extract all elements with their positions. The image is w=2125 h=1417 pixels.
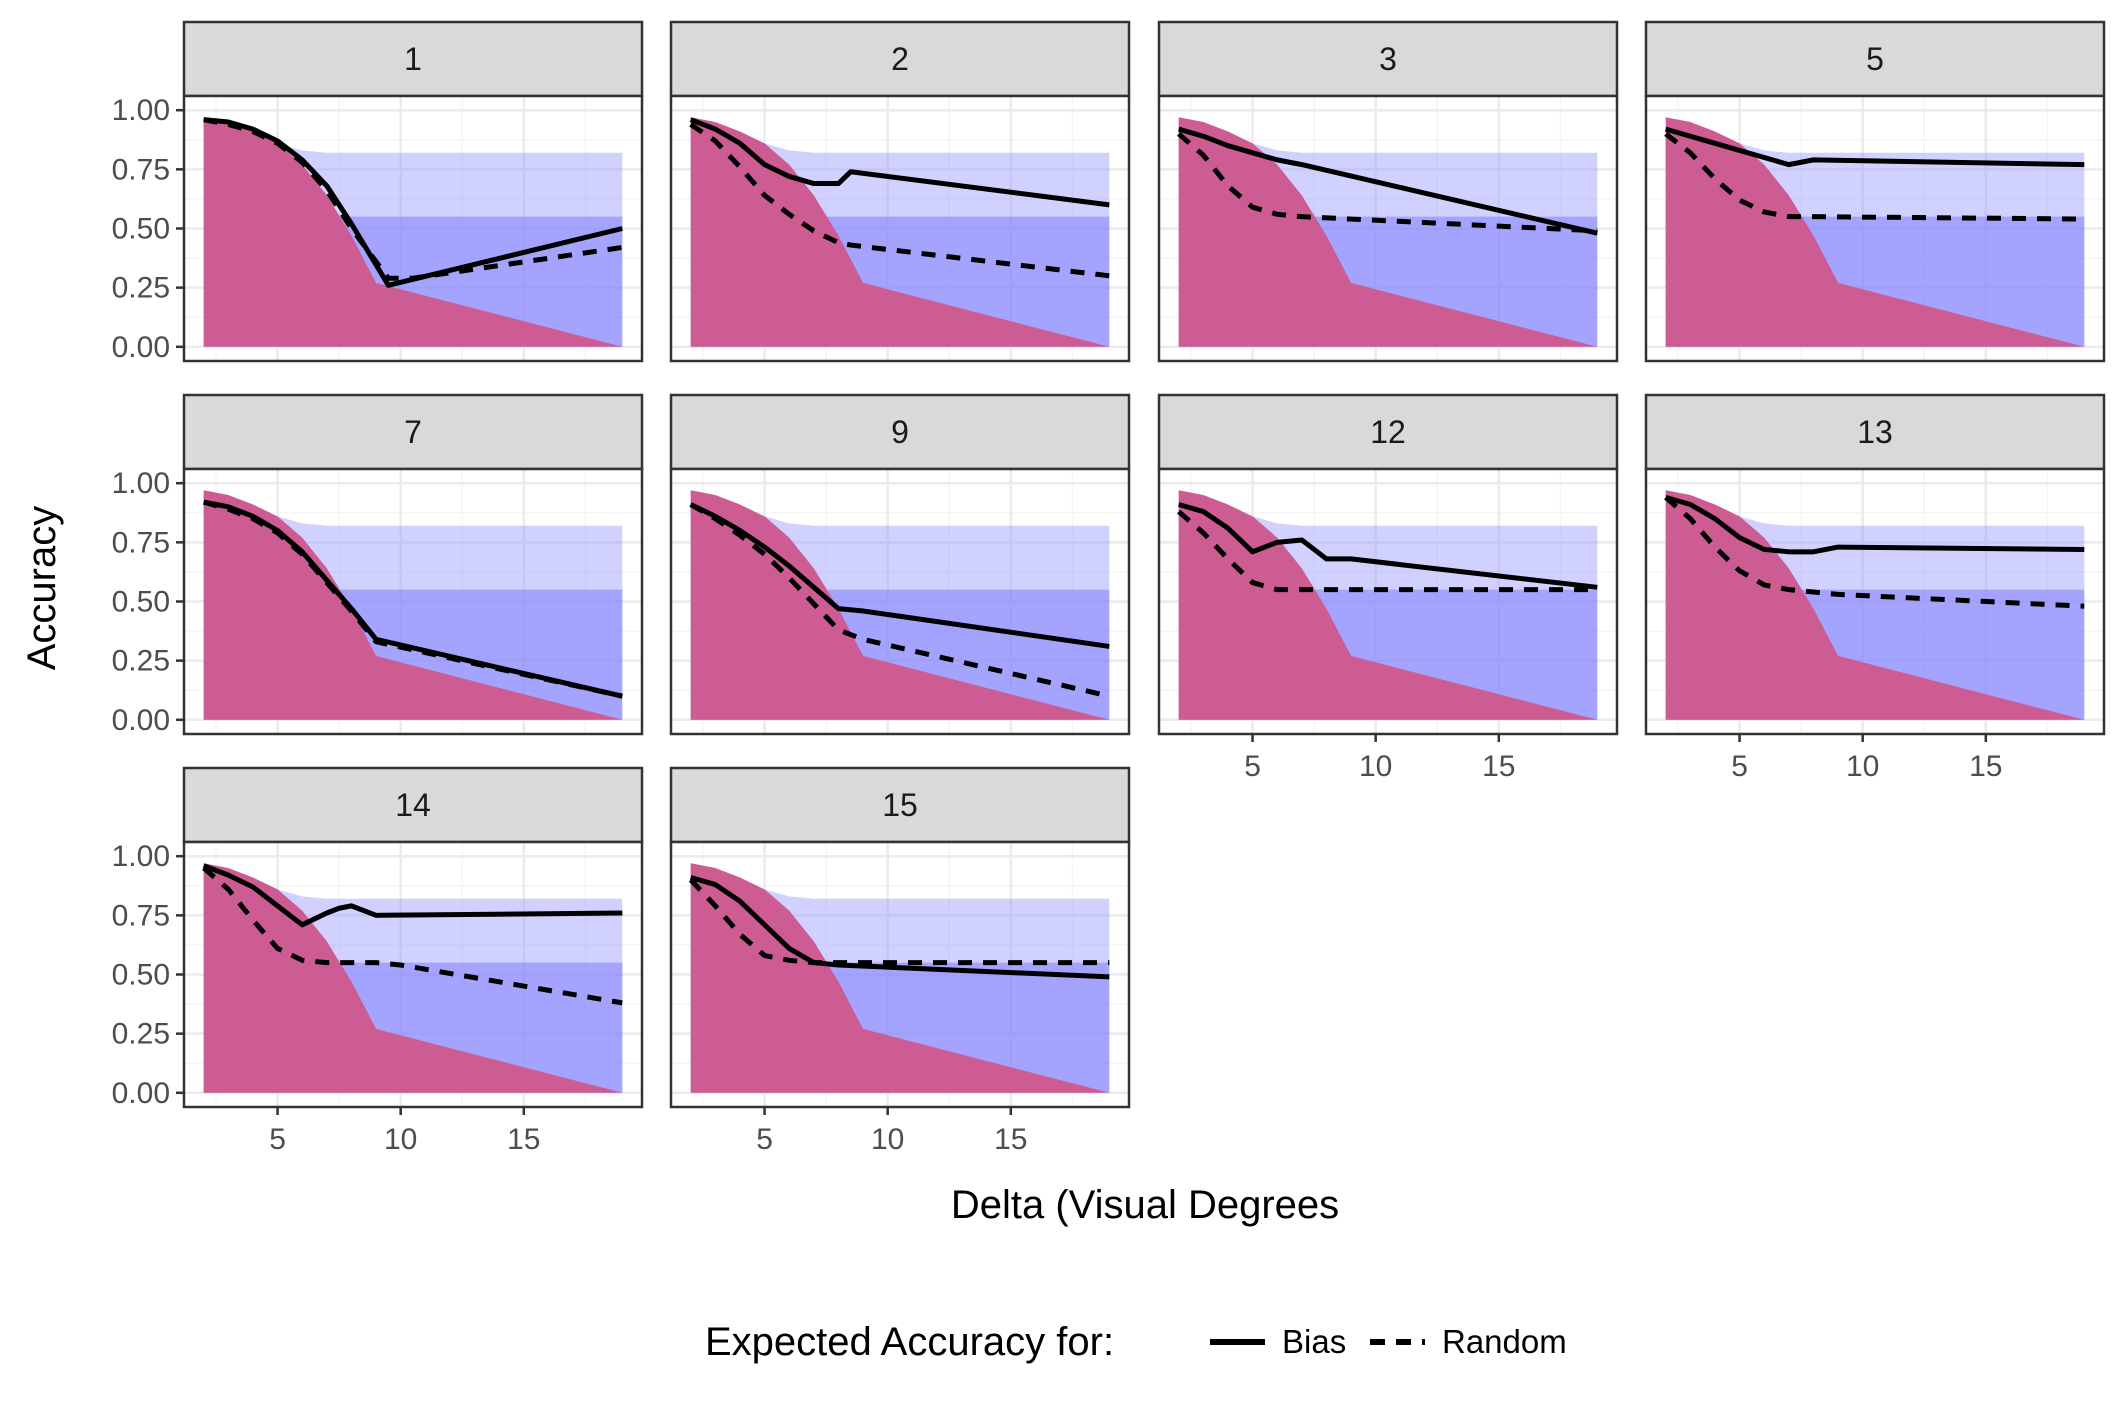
series-line-bias — [1665, 126, 2085, 168]
facet-panel-12: 12 5 10 15 — [1157, 393, 1619, 783]
x-axis-title: Delta (Visual Degrees — [951, 1183, 1339, 1227]
x-tick-label: 10 — [384, 1123, 417, 1156]
y-tick-label: 0.25 — [112, 645, 170, 678]
facet-strip-12 — [1157, 393, 1619, 471]
facet-panel-1: 1 0.00 0.25 0.50 0.75 1.00 — [112, 20, 644, 364]
y-tick-label: 0.25 — [112, 1018, 170, 1051]
panel-border — [669, 840, 1131, 1109]
facet-strip-9 — [669, 393, 1131, 471]
y-tick-label: 1.00 — [112, 94, 170, 127]
y-tick-label: 0.75 — [112, 899, 170, 932]
band-magenta — [203, 490, 623, 720]
facet-strip-label: 1 — [404, 41, 422, 77]
series-line-bias — [1665, 494, 2085, 555]
y-axis-title: Accuracy — [20, 506, 64, 671]
facet-strip-1 — [182, 20, 644, 98]
facet-panel-15: 15 5 10 15 — [669, 766, 1131, 1156]
panel-border — [669, 94, 1131, 363]
band-magenta — [203, 117, 623, 347]
facet-strip-label: 14 — [395, 787, 431, 823]
y-tick-label: 0.50 — [112, 586, 170, 619]
y-tick-label: 0.75 — [112, 526, 170, 559]
series-line-bias — [690, 875, 1110, 980]
facet-strip-label: 2 — [891, 41, 909, 77]
facet-panel-13: 13 5 10 15 — [1644, 393, 2106, 783]
panel-border — [1644, 467, 2106, 736]
series-line-bias — [1178, 126, 1598, 236]
axis-titles: Delta (Visual Degrees Accuracy — [20, 506, 1339, 1227]
x-tick-label: 15 — [507, 1123, 540, 1156]
x-tick-label: 10 — [1359, 750, 1392, 783]
x-tick-label: 15 — [1482, 750, 1515, 783]
x-tick-label: 10 — [1846, 750, 1879, 783]
series-line-random — [1177, 509, 1598, 593]
band-magenta — [1178, 490, 1598, 720]
x-tick-label: 15 — [1969, 750, 2002, 783]
series-line-random — [1664, 495, 2085, 609]
series-line-bias — [202, 863, 623, 928]
facet-panel-2: 2 — [669, 20, 1131, 363]
facet-strip-label: 15 — [882, 787, 918, 823]
facet-strip-7 — [182, 393, 644, 471]
legend-title: Expected Accuracy for: — [705, 1320, 1114, 1364]
legend-label-bias: Bias — [1282, 1323, 1346, 1360]
y-tick-label: 0.25 — [112, 272, 170, 305]
band-magenta — [690, 863, 1110, 1093]
series-line-random — [689, 502, 1110, 699]
facet-strip-15 — [669, 766, 1131, 844]
facet-strip-5 — [1644, 20, 2106, 98]
facet-strip-label: 7 — [404, 414, 422, 450]
panels-layer: 1 0.00 0.25 0.50 0.75 1.00 2 3 5 7 0.00 0.25 0.50 0.7… — [112, 20, 2106, 1156]
x-tick-label: 5 — [756, 1123, 773, 1156]
legend-label-random: Random — [1442, 1323, 1567, 1360]
facet-panel-5: 5 — [1644, 20, 2106, 363]
panel-border — [669, 467, 1131, 736]
series-line-random — [202, 866, 623, 1006]
y-tick-label: 1.00 — [112, 467, 170, 500]
series-line-bias — [203, 117, 623, 288]
series-line-random — [1177, 131, 1598, 234]
y-tick-label: 1.00 — [112, 840, 170, 873]
x-tick-label: 5 — [269, 1123, 286, 1156]
facet-strip-14 — [182, 766, 644, 844]
facet-strip-label: 9 — [891, 414, 909, 450]
panel-border — [1157, 467, 1619, 736]
facet-strip-label: 13 — [1857, 414, 1893, 450]
band-magenta — [1178, 117, 1598, 347]
panel-border — [1644, 94, 2106, 363]
band-magenta — [1665, 117, 2085, 347]
series-line-bias — [1178, 502, 1598, 590]
y-tick-label: 0.50 — [112, 213, 170, 246]
y-tick-label: 0.00 — [112, 331, 170, 364]
legend: Expected Accuracy for: Bias Random — [705, 1320, 1567, 1364]
panel-border — [1157, 94, 1619, 363]
facet-strip-label: 3 — [1379, 41, 1397, 77]
series-line-random — [1664, 131, 2085, 222]
facet-panel-14: 14 0.00 0.25 0.50 0.75 1.00 5 10 15 — [112, 766, 644, 1156]
x-tick-label: 10 — [871, 1123, 904, 1156]
y-tick-label: 0.00 — [112, 704, 170, 737]
facet-panel-7: 7 0.00 0.25 0.50 0.75 1.00 — [112, 393, 644, 737]
facet-panel-9: 9 — [669, 393, 1131, 736]
y-tick-label: 0.50 — [112, 959, 170, 992]
x-tick-label: 5 — [1244, 750, 1261, 783]
y-tick-label: 0.00 — [112, 1077, 170, 1110]
x-tick-label: 15 — [994, 1123, 1027, 1156]
facet-panel-3: 3 — [1157, 20, 1619, 363]
series-line-random — [689, 122, 1110, 279]
band-magenta — [690, 117, 1110, 347]
x-tick-label: 5 — [1731, 750, 1748, 783]
series-line-bias — [689, 502, 1110, 649]
band-magenta — [690, 490, 1110, 720]
series-line-bias — [203, 499, 623, 699]
facet-strip-label: 12 — [1370, 414, 1406, 450]
series-line-bias — [689, 117, 1110, 208]
y-tick-label: 0.75 — [112, 153, 170, 186]
facet-strip-label: 5 — [1866, 41, 1884, 77]
